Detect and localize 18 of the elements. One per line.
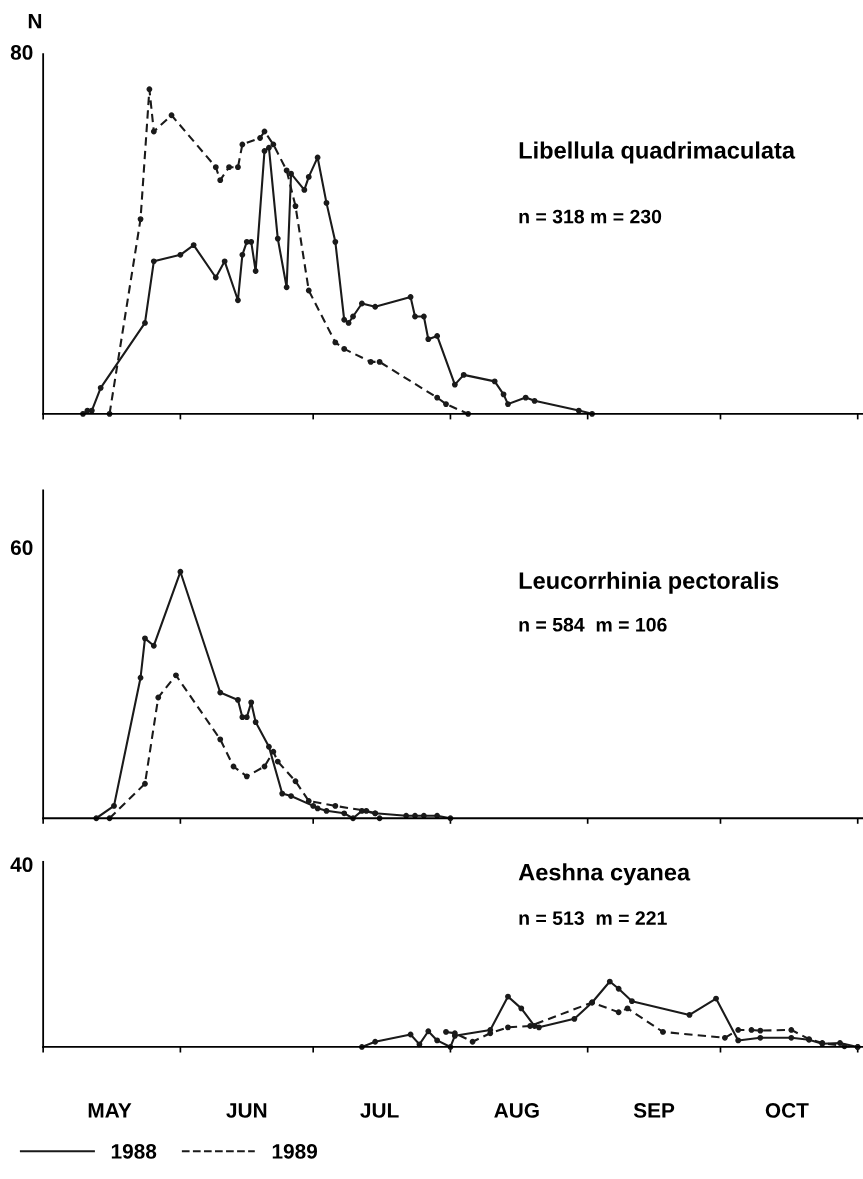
text: 80 bbox=[10, 45, 33, 60]
annotation: Leucorrhinia pectoralis bbox=[519, 571, 779, 594]
y-axis-title: N bbox=[28, 14, 42, 29]
legend-label: 1988 bbox=[111, 1144, 157, 1159]
annotation: n = 318 m = 230 bbox=[519, 209, 662, 224]
text: 40 bbox=[10, 857, 33, 873]
text: 60 bbox=[10, 540, 33, 556]
x-tick-label: JUN bbox=[226, 1103, 267, 1118]
text: n = 513 m = 221 bbox=[519, 911, 667, 925]
x-tick-label: AUG bbox=[494, 1103, 539, 1118]
x-tick-label: SEP bbox=[633, 1103, 675, 1118]
x-tick-label: JUL bbox=[360, 1103, 399, 1118]
text: Aeshna cyanea bbox=[518, 863, 691, 886]
annotation: Libellula quadrimaculata bbox=[519, 141, 796, 164]
annotation: n = 584 m = 106 bbox=[519, 617, 667, 632]
x-tick-label: OCT bbox=[765, 1103, 809, 1118]
legend-label: 1989 bbox=[272, 1144, 318, 1159]
x-tick-label: MAY bbox=[88, 1103, 132, 1118]
